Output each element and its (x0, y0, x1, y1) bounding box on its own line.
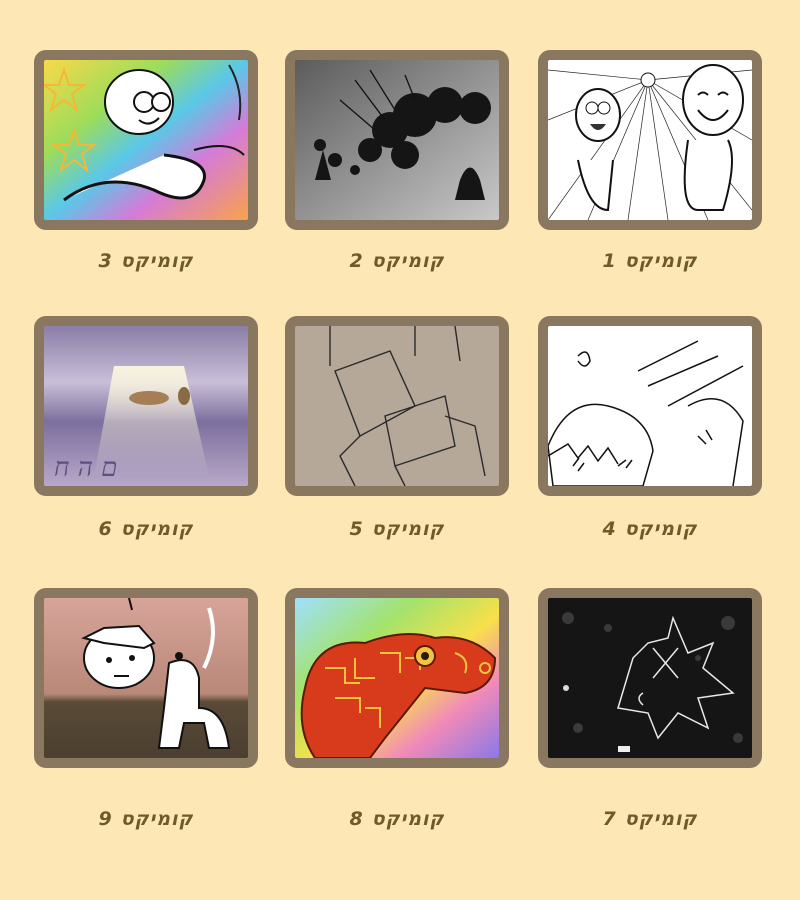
comic-9-link[interactable]: 9 קומיקס (34, 808, 258, 830)
comic-4-number: 4 (602, 518, 617, 540)
comic-5-label: קומיקס (371, 518, 445, 540)
comic-7-number: 7 (602, 808, 617, 830)
comic-5-thumbnail[interactable] (285, 316, 509, 496)
comic-8-number: 8 (349, 808, 364, 830)
comic-6-number: 6 (98, 518, 113, 540)
comic-6-label: קומיקס (120, 518, 194, 540)
comic-3-label: קומיקס (120, 250, 194, 272)
comic-2-image (295, 60, 499, 220)
comic-2-thumbnail[interactable] (285, 50, 509, 230)
comic-7-thumbnail[interactable] (538, 588, 762, 768)
comic-3-image (44, 60, 248, 220)
comic-2-label: קומיקס (371, 250, 445, 272)
comic-6-image: ם ה ח (44, 326, 248, 486)
comic-4-link[interactable]: 4 קומיקס (538, 518, 762, 540)
comic-2-number: 2 (349, 250, 364, 272)
comic-6-thumbnail[interactable]: ם ה ח (34, 316, 258, 496)
comic-1-link[interactable]: 1 קומיקס (538, 250, 762, 272)
comic-9-image (44, 598, 248, 758)
comic-3-number: 3 (98, 250, 113, 272)
comic-1-thumbnail[interactable] (538, 50, 762, 230)
comic-1-image (548, 60, 752, 220)
comic-4-thumbnail[interactable] (538, 316, 762, 496)
comic-6-link[interactable]: 6 קומיקס (34, 518, 258, 540)
svg-text:ם ה ח: ם ה ח (54, 453, 117, 483)
comic-5-number: 5 (349, 518, 364, 540)
comic-1-number: 1 (602, 250, 617, 272)
comic-4-label: קומיקס (624, 518, 698, 540)
comic-1-label: קומיקס (624, 250, 698, 272)
comic-5-image (295, 326, 499, 486)
comic-8-thumbnail[interactable] (285, 588, 509, 768)
comic-9-number: 9 (98, 808, 113, 830)
comic-8-image (295, 598, 499, 758)
comic-8-link[interactable]: 8 קומיקס (285, 808, 509, 830)
comic-2-link[interactable]: 2 קומיקס (285, 250, 509, 272)
comic-4-image (548, 326, 752, 486)
comic-7-image (548, 598, 752, 758)
comic-9-label: קומיקס (120, 808, 194, 830)
comic-3-thumbnail[interactable] (34, 50, 258, 230)
comic-8-label: קומיקס (371, 808, 445, 830)
comic-7-link[interactable]: 7 קומיקס (538, 808, 762, 830)
comic-3-link[interactable]: 3 קומיקס (34, 250, 258, 272)
comic-9-thumbnail[interactable] (34, 588, 258, 768)
comic-7-label: קומיקס (624, 808, 698, 830)
comic-5-link[interactable]: 5 קומיקס (285, 518, 509, 540)
